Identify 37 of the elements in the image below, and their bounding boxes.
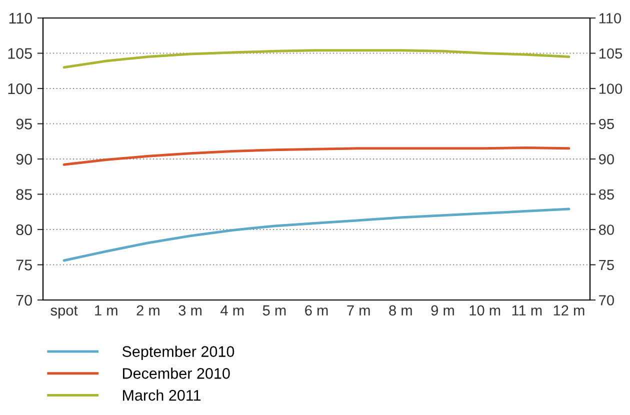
y2-tick-label: 105 [599, 48, 622, 59]
y2-tick-label: 110 [599, 13, 622, 24]
y-tick-label: 80 [16, 224, 32, 236]
x-tick-label: 7 m [347, 305, 370, 316]
y2-tick-label: 100 [599, 84, 622, 94]
x-tick-label: 8 m [389, 305, 412, 316]
x-tick-label: 10 m [470, 305, 500, 316]
y-tick-label: 95 [16, 118, 32, 130]
y-tick-label: 105 [8, 48, 32, 59]
y2-tick-label: 75 [599, 260, 614, 270]
y2-tick-label: 90 [599, 154, 614, 164]
x-tick-label: 6 m [305, 305, 328, 316]
y-tick-label: 100 [8, 83, 32, 94]
legend-label: March 2011 [122, 390, 201, 401]
line-series [62, 49, 570, 69]
x-tick-label: 1 m [95, 305, 118, 316]
x-tick-label: 2 m [136, 305, 160, 316]
x-tick-label: 5 m [262, 305, 286, 316]
y-tick-label: 70 [16, 294, 32, 306]
x-tick-label: spot [50, 306, 78, 318]
x-tick-label: 3 m [178, 305, 202, 316]
y-tick-label: 85 [16, 189, 32, 200]
legend-label: December 2010 [122, 368, 230, 379]
x-tick-label: 11 m [512, 305, 542, 316]
y-tick-label: 90 [16, 154, 32, 165]
x-tick-label: 4 m [220, 305, 244, 316]
y2-tick-label: 70 [599, 295, 614, 306]
x-tick-label: 9 m [431, 305, 454, 316]
line-series [62, 146, 570, 166]
y-tick-label: 110 [9, 12, 32, 24]
line-series [62, 208, 570, 262]
y-tick-label: 75 [16, 260, 32, 270]
y2-tick-label: 85 [598, 189, 614, 200]
x-tick-label: 12 m [554, 305, 584, 316]
y2-tick-label: 80 [598, 224, 614, 235]
y2-tick-label: 95 [599, 118, 614, 130]
legend-label: September 2010 [122, 346, 234, 360]
